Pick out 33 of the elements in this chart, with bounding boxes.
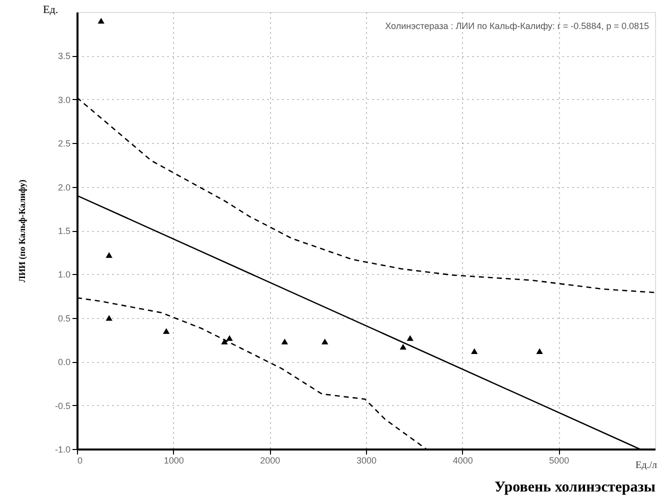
y-tick-label: 3.0: [58, 94, 70, 105]
y-tick-label: 3.5: [58, 51, 70, 62]
y-tick-label: 1.0: [58, 270, 70, 280]
point: [162, 328, 170, 334]
y-tick-label: -1.0: [54, 444, 70, 454]
text: Ед./л: [636, 460, 658, 471]
x-tick-label: 5000: [549, 456, 570, 466]
point: [106, 252, 112, 258]
y-tick-label: 0.5: [58, 313, 70, 324]
x-tick-label: 0: [78, 456, 83, 466]
x-tick-label: 2000: [260, 456, 280, 466]
point: [471, 348, 478, 354]
text: Ед.: [43, 4, 58, 16]
point: [106, 314, 112, 321]
point: [226, 335, 233, 341]
annotation: Холинэстераза : ЛИИ по Кальф-Калифу: r = -0.5884, p = 0.0815: [385, 21, 649, 31]
point: [536, 348, 543, 354]
y-axis-title: ЛИИ (по Кальф-Калифу): [16, 180, 27, 282]
x-tick-label: 1000: [164, 456, 184, 466]
point: [406, 335, 414, 341]
point: [221, 338, 228, 344]
x-axis-title: Уровень холинэстеразы: [494, 480, 656, 496]
point: [400, 344, 406, 350]
point: [281, 338, 288, 344]
y-tick-label: -0.5: [54, 400, 70, 411]
y-tick-label: 2.0: [58, 182, 70, 192]
x-tick-label: 3000: [356, 456, 377, 466]
point: [98, 18, 104, 24]
x-tick-label: 4000: [452, 456, 473, 466]
y-tick-label: 0.0: [58, 357, 70, 368]
point: [322, 338, 328, 344]
y-tick-label: 2.5: [58, 138, 70, 149]
y-tick-label: 1.5: [58, 226, 70, 236]
